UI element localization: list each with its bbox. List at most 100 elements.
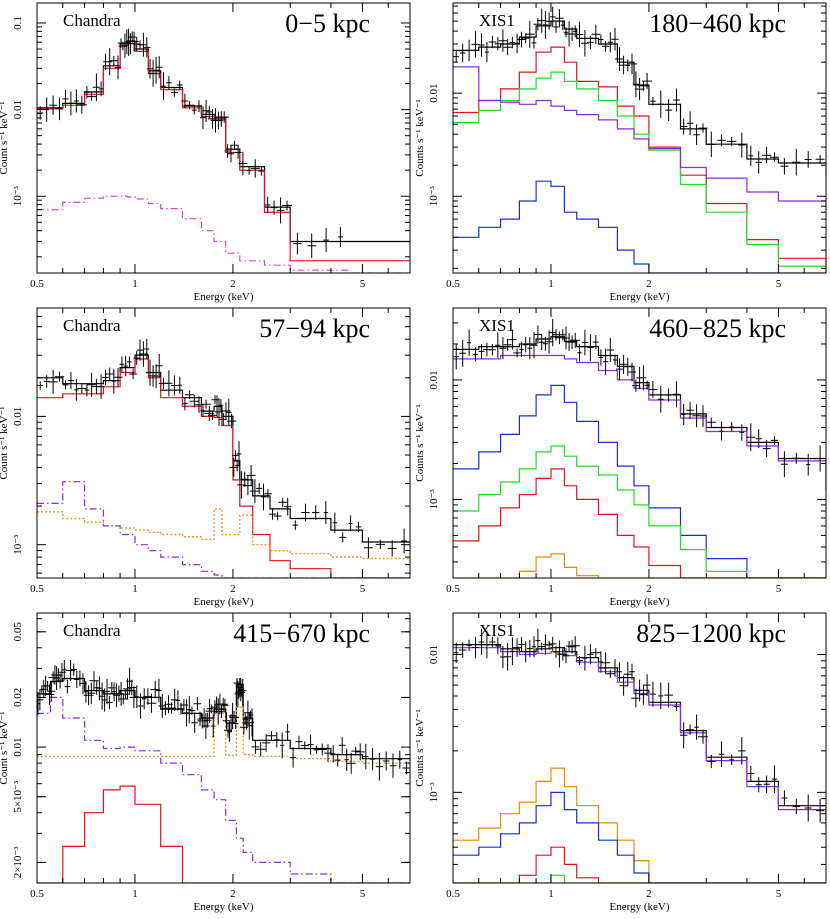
- data-point: [771, 765, 778, 793]
- data-point: [107, 48, 113, 76]
- data-point: [133, 37, 141, 51]
- x-tick-label: 0.5: [446, 278, 460, 290]
- data-point: [389, 753, 397, 778]
- series-orange-1: [37, 706, 410, 766]
- data-point: [563, 27, 569, 38]
- data-point: [73, 89, 79, 113]
- x-tick-label: 0.5: [446, 888, 460, 900]
- region-label: 825−1200 kpc: [636, 619, 786, 648]
- data-point: [562, 648, 570, 664]
- data-point: [466, 639, 472, 651]
- data-points: [453, 319, 823, 478]
- data-point: [249, 708, 255, 737]
- data-point: [83, 681, 88, 703]
- data-point: [549, 319, 556, 347]
- series-purple-2: [37, 696, 410, 883]
- data-point: [698, 123, 708, 133]
- series-red-1: [37, 358, 410, 578]
- data-point: [307, 734, 314, 755]
- data-point: [657, 90, 664, 118]
- plot-area: [453, 6, 826, 273]
- data-point: [48, 369, 58, 394]
- data-point: [548, 637, 557, 651]
- data-point: [781, 790, 788, 806]
- y-tick-label: 2×10⁻³: [12, 846, 24, 879]
- data-point: [136, 339, 144, 361]
- data-point: [530, 332, 538, 359]
- data-point: [155, 354, 163, 378]
- plot-frame: [452, 612, 827, 884]
- region-label: 180−460 kpc: [649, 9, 786, 38]
- data-point: [746, 423, 756, 451]
- data-point: [64, 679, 71, 694]
- x-tick-label: 1: [548, 278, 554, 290]
- data-point: [56, 97, 63, 121]
- data-point: [718, 741, 725, 767]
- data-point: [453, 343, 459, 370]
- data-point: [324, 744, 332, 763]
- data-point: [531, 636, 537, 658]
- y-tick-label: 0.01: [12, 737, 24, 756]
- data-point: [598, 651, 603, 673]
- data-point: [177, 376, 182, 394]
- data-point: [525, 20, 535, 48]
- y-tick-label: 0.01: [428, 370, 440, 389]
- data-point: [512, 638, 522, 657]
- data-point: [246, 465, 256, 486]
- instrument-label: XIS1: [479, 621, 515, 640]
- data-point: [332, 512, 337, 534]
- data-point: [488, 344, 496, 356]
- data-point: [640, 365, 647, 391]
- data-point: [611, 27, 619, 51]
- data-point: [681, 403, 686, 425]
- data-point: [224, 144, 231, 158]
- data-point: [295, 735, 303, 748]
- data-point: [246, 712, 252, 740]
- data-point: [467, 329, 472, 356]
- plot-frame: [36, 307, 411, 579]
- data-point: [246, 166, 252, 175]
- data-point: [129, 368, 137, 380]
- data-point: [518, 637, 525, 652]
- data-point: [61, 660, 67, 680]
- data-point: [106, 695, 113, 710]
- plot-area: [37, 338, 410, 578]
- data-point: [184, 390, 195, 399]
- x-axis-label: Energy (keV): [194, 596, 254, 608]
- data-point: [657, 385, 664, 413]
- data-point: [792, 148, 801, 176]
- data-point: [369, 747, 376, 771]
- data-point: [719, 421, 724, 441]
- y-axis-label: Counts s⁻¹ keV⁻¹: [414, 709, 426, 787]
- data-point: [591, 24, 600, 44]
- data-point: [629, 663, 635, 680]
- data-point: [323, 228, 329, 253]
- data-point: [218, 399, 224, 412]
- data-point: [300, 741, 309, 750]
- data-point: [285, 723, 290, 740]
- data-point: [494, 36, 501, 51]
- y-tick-label: 0.02: [12, 688, 24, 707]
- data-point: [601, 652, 611, 674]
- data-point: [77, 383, 87, 394]
- x-tick-label: 5: [776, 278, 782, 290]
- data-point: [215, 398, 223, 426]
- series-black-0: [453, 644, 826, 824]
- y-tick-label: 0.05: [12, 622, 24, 642]
- y-tick-label: 10⁻³: [428, 489, 440, 510]
- data-point: [387, 540, 397, 557]
- data-point: [271, 200, 278, 215]
- series-red-3: [37, 785, 410, 883]
- data-point: [182, 397, 188, 411]
- series-red-1: [37, 42, 410, 262]
- data-point: [693, 124, 700, 145]
- data-point: [598, 349, 604, 366]
- data-point: [471, 31, 480, 58]
- data-point: [194, 396, 204, 413]
- data-point: [144, 338, 150, 360]
- data-point: [533, 18, 543, 31]
- data-point: [755, 151, 762, 174]
- x-axis-label: Energy (keV): [610, 596, 670, 608]
- data-point: [258, 166, 265, 176]
- data-point: [133, 351, 140, 365]
